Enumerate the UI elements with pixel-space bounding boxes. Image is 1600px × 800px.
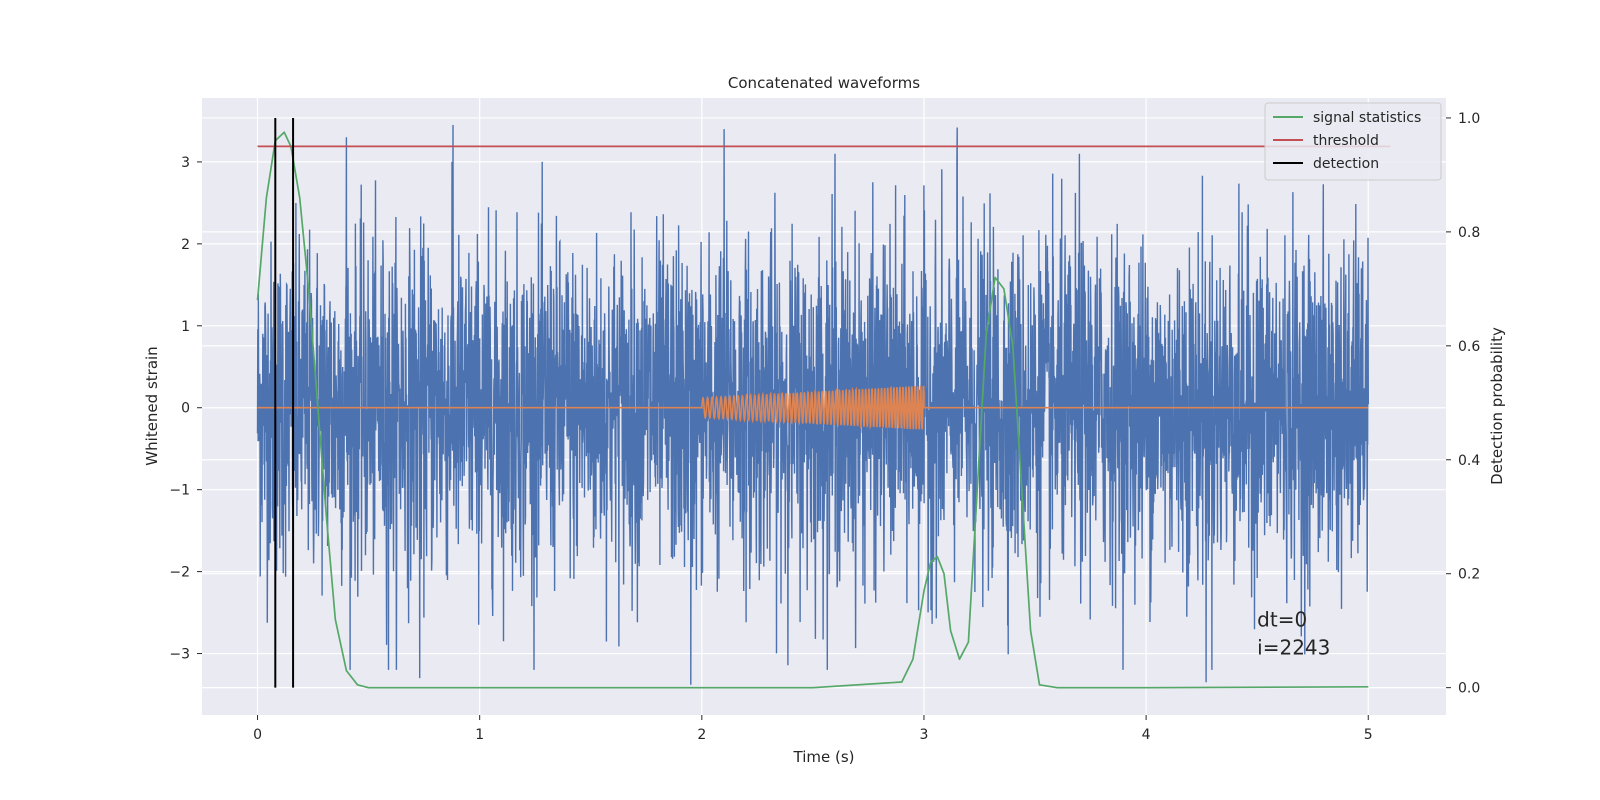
legend: signal statistics threshold detection	[1264, 102, 1442, 181]
legend-label: signal statistics	[1313, 110, 1421, 126]
chart-title: Concatenated waveforms	[728, 74, 920, 92]
y-tick-label: 0	[181, 401, 190, 417]
y-tick-label: −3	[169, 647, 190, 663]
annotation: dt=0 i=2243	[1257, 607, 1330, 659]
x-tick-label: 5	[1364, 727, 1373, 743]
y-axis-label: Whitened strain	[143, 346, 161, 465]
x-axis-label: Time (s)	[793, 748, 855, 766]
legend-label: threshold	[1313, 133, 1379, 149]
x-tick-label: 0	[253, 727, 262, 743]
x-tick-label: 4	[1142, 727, 1151, 743]
annotation-line: dt=0	[1257, 607, 1307, 631]
x-tick-label: 2	[697, 727, 706, 743]
series-chirp-line	[257, 385, 1369, 430]
y-tick-label: 1	[181, 319, 190, 335]
y-tick-label: −1	[169, 483, 190, 499]
signal-statistics-line	[256, 131, 1369, 689]
y-right-axis-label: Detection probability	[1488, 327, 1506, 485]
y-right-tick-label: 1.0	[1458, 111, 1480, 127]
series-layer	[256, 117, 1391, 689]
annotation-line: i=2243	[1257, 635, 1330, 659]
y-right-tick-label: 0.0	[1458, 681, 1480, 697]
legend-label: detection	[1313, 156, 1379, 172]
x-tick-label: 3	[920, 727, 929, 743]
y-tick-label: 3	[181, 155, 190, 171]
y-right-tick-label: 0.6	[1458, 339, 1480, 355]
y-right-tick-label: 0.4	[1458, 453, 1480, 469]
y-tick-label: −2	[169, 565, 190, 581]
y-right-tick-label: 0.2	[1458, 567, 1480, 583]
ticks-layer: 0 1 2 3 4 5 −3 −2 −1 0 1 2 3 0.0 0.2 0.4 0.6 0.8 1.0	[169, 111, 1480, 743]
y-tick-label: 2	[181, 237, 190, 253]
y-right-tick-label: 0.8	[1458, 225, 1480, 241]
legend-box	[1264, 102, 1442, 181]
x-tick-label: 1	[475, 727, 484, 743]
